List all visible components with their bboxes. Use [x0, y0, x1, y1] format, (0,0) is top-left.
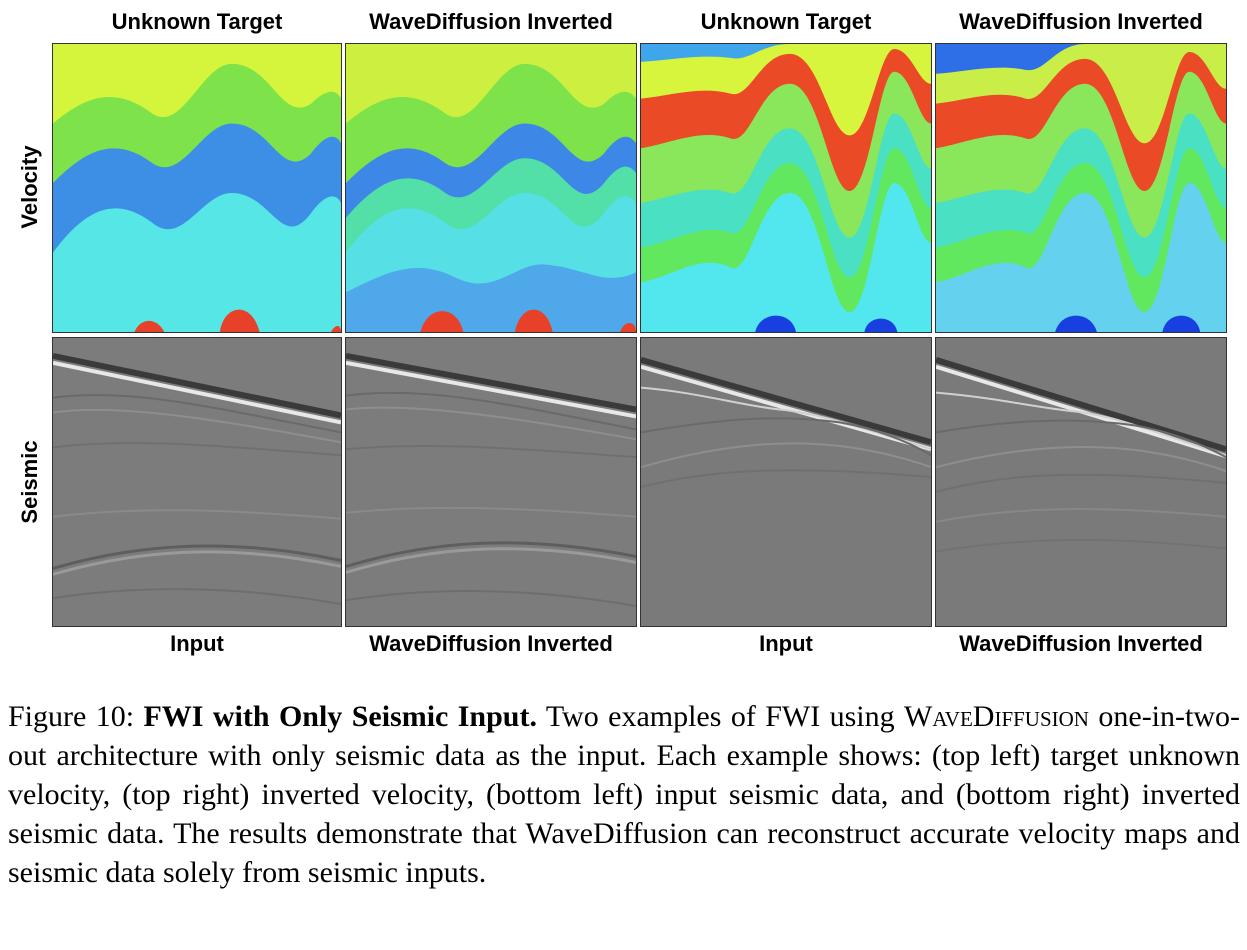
row-label-velocity: Velocity [17, 145, 42, 229]
caption-method-name: WaveDiffusion [904, 700, 1089, 733]
figure-caption: Figure 10: FWI with Only Seismic Input. … [8, 697, 1240, 892]
caption-text-part2: one-in-two-out architecture with only se… [8, 700, 1240, 889]
velocity-panel-target-2 [640, 43, 932, 333]
bottom-label-inverted-2: WaveDiffusion Inverted [959, 631, 1203, 656]
velocity-panel-inverted-1 [345, 43, 637, 333]
column-title-inverted-2: WaveDiffusion Inverted [959, 9, 1203, 34]
seismic-panel-inverted-2 [935, 337, 1227, 627]
velocity-panel-inverted-2 [935, 43, 1227, 333]
seismic-panel-inverted-1 [345, 337, 637, 627]
caption-label: Figure 10: [8, 700, 135, 733]
bottom-label-input-2: Input [759, 631, 813, 656]
velocity-panel-target-1 [52, 43, 342, 333]
bottom-label-input-1: Input [170, 631, 224, 656]
column-title-inverted-1: WaveDiffusion Inverted [369, 9, 613, 34]
seismic-panel-input-2 [640, 337, 932, 627]
bottom-label-inverted-1: WaveDiffusion Inverted [369, 631, 613, 656]
seismic-panel-input-1 [52, 337, 342, 627]
column-title-unknown-target-2: Unknown Target [700, 9, 872, 34]
row-label-seismic: Seismic [17, 440, 42, 524]
column-title-unknown-target-1: Unknown Target [111, 9, 283, 34]
caption-title: FWI with Only Seismic Input. [143, 700, 537, 733]
caption-text-part1: Two examples of FWI using [545, 700, 895, 733]
